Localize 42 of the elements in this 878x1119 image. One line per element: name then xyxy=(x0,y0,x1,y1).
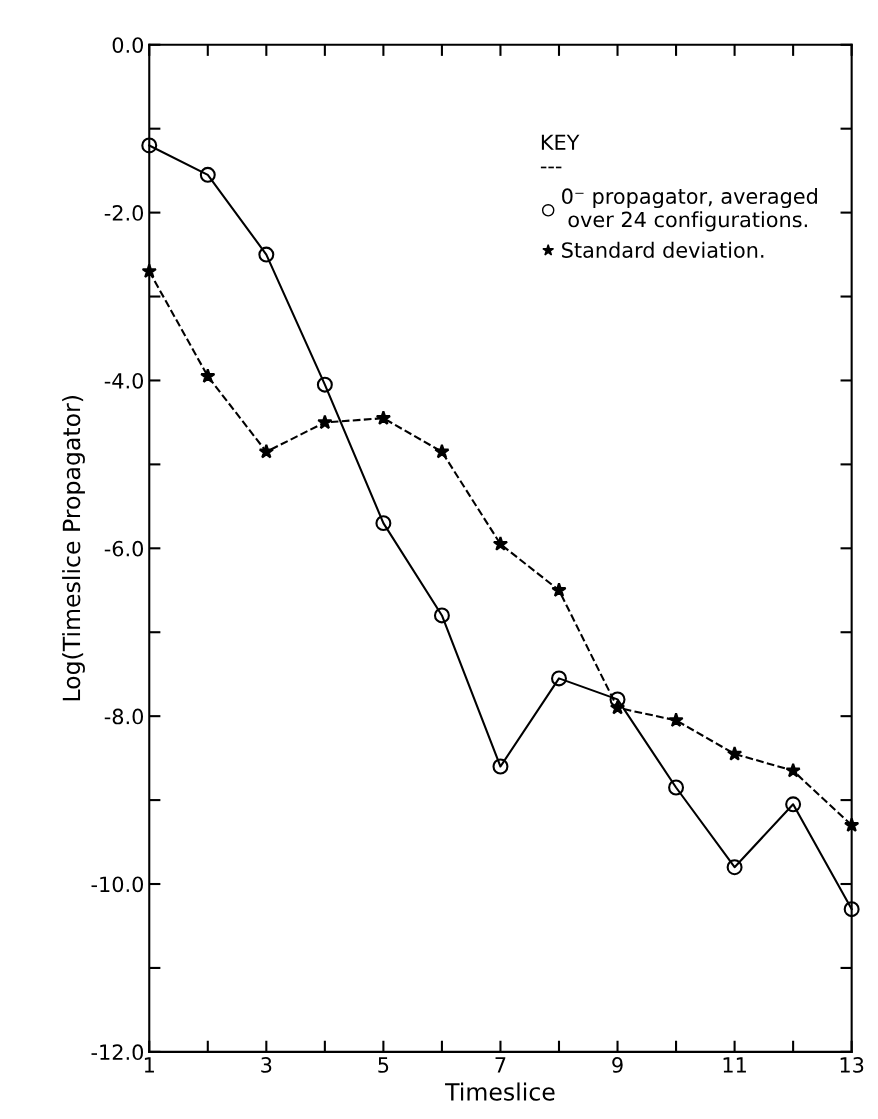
point xyxy=(141,137,158,154)
x-tick-label: 11 xyxy=(723,1057,746,1073)
point xyxy=(317,414,333,430)
point xyxy=(609,699,626,715)
point xyxy=(843,901,860,918)
y-tick-label: -6.0 xyxy=(104,540,144,557)
x-tick-label: 1 xyxy=(144,1057,154,1073)
point xyxy=(199,166,216,183)
x-tick-label: 7 xyxy=(495,1057,506,1073)
point xyxy=(726,859,743,876)
y-tick-label: -2.0 xyxy=(104,205,144,221)
point xyxy=(492,758,509,775)
point xyxy=(433,607,450,624)
point xyxy=(375,515,392,532)
point xyxy=(551,582,567,597)
point xyxy=(375,410,392,425)
y-tick-label: -10.0 xyxy=(91,876,144,893)
point xyxy=(551,670,567,687)
x-tick-label: 5 xyxy=(378,1057,389,1073)
point xyxy=(492,536,509,551)
x-tick-label: 3 xyxy=(261,1057,272,1073)
point xyxy=(258,246,275,263)
legend-title: KEY --- xyxy=(540,134,580,169)
y-tick-label: 0.0 xyxy=(112,37,144,53)
point xyxy=(200,368,216,383)
point xyxy=(258,443,274,459)
point xyxy=(785,796,802,813)
x-tick-label: 9 xyxy=(612,1057,623,1073)
y-tick-label: -4.0 xyxy=(104,372,144,389)
y-tick-label: -8.0 xyxy=(104,708,144,725)
y-axis-title: Log(Timeslice Propagator) xyxy=(62,396,85,701)
x-axis-title: Timeslice xyxy=(445,1082,555,1101)
y-tick-label: -12.0 xyxy=(91,1044,144,1061)
legend-label: 0⁻ propagator, averaged over 24 configurations. xyxy=(562,187,817,232)
point xyxy=(316,376,333,393)
x-tick-label: 13 xyxy=(840,1057,864,1073)
point xyxy=(434,443,450,459)
point xyxy=(785,762,801,778)
point xyxy=(726,745,743,761)
legend-label: Standard deviation. xyxy=(562,241,764,258)
point xyxy=(668,779,685,796)
point xyxy=(668,712,684,728)
